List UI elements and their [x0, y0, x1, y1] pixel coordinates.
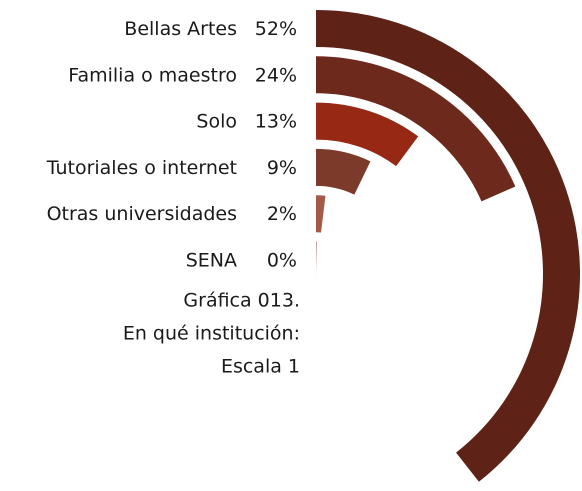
ring-bar: [316, 102, 419, 167]
ring-bar: [316, 148, 371, 195]
category-label: Solo: [196, 111, 237, 133]
category-label: Familia o maestro: [68, 64, 237, 86]
labels: Bellas Artes 52% Familia o maestro 24% Solo 1…: [46, 18, 300, 378]
ring-bar: [316, 10, 580, 482]
caption-line: En qué institución:: [123, 323, 300, 345]
category-label: Bellas Artes: [124, 18, 237, 40]
value-label: 24%: [255, 64, 297, 86]
ring-bar: [315, 241, 317, 279]
ring-bar: [316, 56, 516, 202]
category-label: Otras universidades: [47, 203, 237, 225]
value-label: 9%: [267, 157, 297, 179]
caption-line: Escala 1: [221, 356, 300, 378]
caption-line: Gráfica 013.: [183, 290, 300, 312]
category-label: Tutoriales o internet: [46, 157, 237, 179]
value-label: 2%: [267, 203, 297, 225]
ring-bar: [316, 195, 326, 233]
category-label: SENA: [186, 250, 237, 272]
value-label: 52%: [255, 18, 297, 40]
value-label: 13%: [255, 111, 297, 133]
value-label: 0%: [267, 250, 297, 272]
rings: [315, 10, 580, 482]
